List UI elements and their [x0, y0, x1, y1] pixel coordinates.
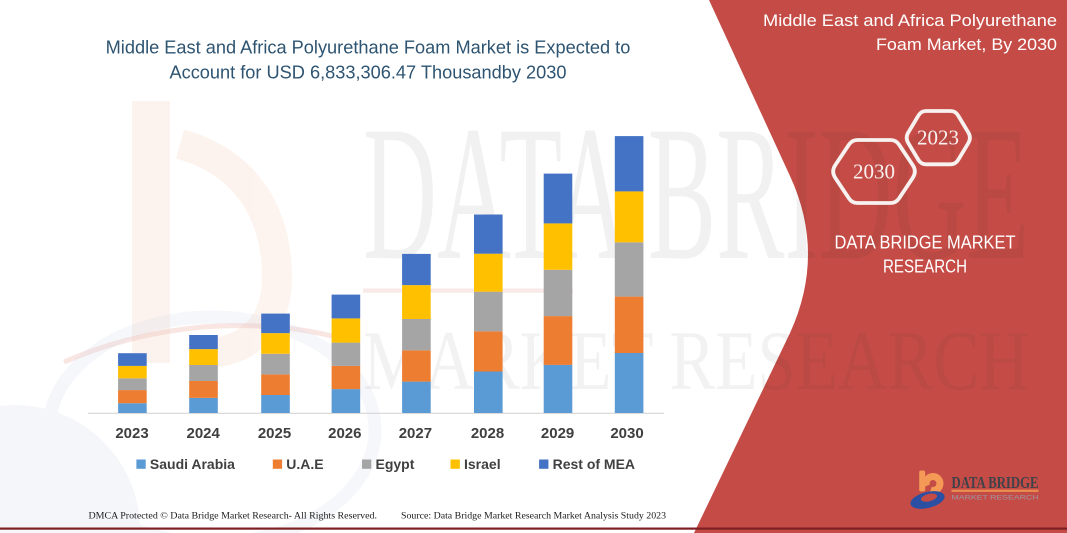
svg-text:U.A.E: U.A.E — [286, 456, 323, 472]
svg-text:DMCA Protected © Data Bridge M: DMCA Protected © Data Bridge Market Rese… — [89, 511, 378, 522]
svg-text:Foam Market, By 2030: Foam Market, By 2030 — [876, 35, 1057, 54]
svg-text:2024: 2024 — [187, 425, 221, 442]
svg-text:Egypt: Egypt — [376, 456, 415, 472]
svg-text:Middle East and Africa Polyure: Middle East and Africa Polyurethane — [763, 11, 1057, 30]
svg-text:MARKET RESEARCH: MARKET RESEARCH — [363, 314, 1029, 408]
svg-text:RESEARCH: RESEARCH — [883, 255, 967, 276]
svg-text:MARKET RESEARCH: MARKET RESEARCH — [952, 494, 1039, 501]
svg-text:Middle East and Africa Polyure: Middle East and Africa Polyurethane Foam… — [106, 38, 631, 58]
svg-text:Israel: Israel — [464, 456, 501, 472]
svg-text:2030: 2030 — [853, 160, 895, 184]
svg-text:DATA BRIDGE MARKET: DATA BRIDGE MARKET — [835, 231, 1016, 252]
svg-text:Account for USD 6,833,306.47 T: Account for USD 6,833,306.47 Thousandby … — [169, 63, 566, 83]
svg-text:Source: Data Bridge Market Res: Source: Data Bridge Market Research Mark… — [401, 512, 666, 522]
svg-text:2023: 2023 — [917, 126, 959, 150]
svg-text:2030: 2030 — [610, 425, 643, 442]
svg-text:2026: 2026 — [328, 425, 361, 442]
svg-text:Saudi Arabia: Saudi Arabia — [150, 456, 235, 472]
svg-text:2029: 2029 — [541, 425, 574, 442]
svg-text:Rest of MEA: Rest of MEA — [553, 456, 635, 472]
svg-text:2023: 2023 — [115, 425, 148, 442]
svg-text:DATA BRIDGE: DATA BRIDGE — [952, 473, 1039, 492]
svg-text:2025: 2025 — [258, 425, 291, 442]
svg-text:2027: 2027 — [399, 425, 432, 442]
svg-text:2028: 2028 — [471, 425, 504, 442]
